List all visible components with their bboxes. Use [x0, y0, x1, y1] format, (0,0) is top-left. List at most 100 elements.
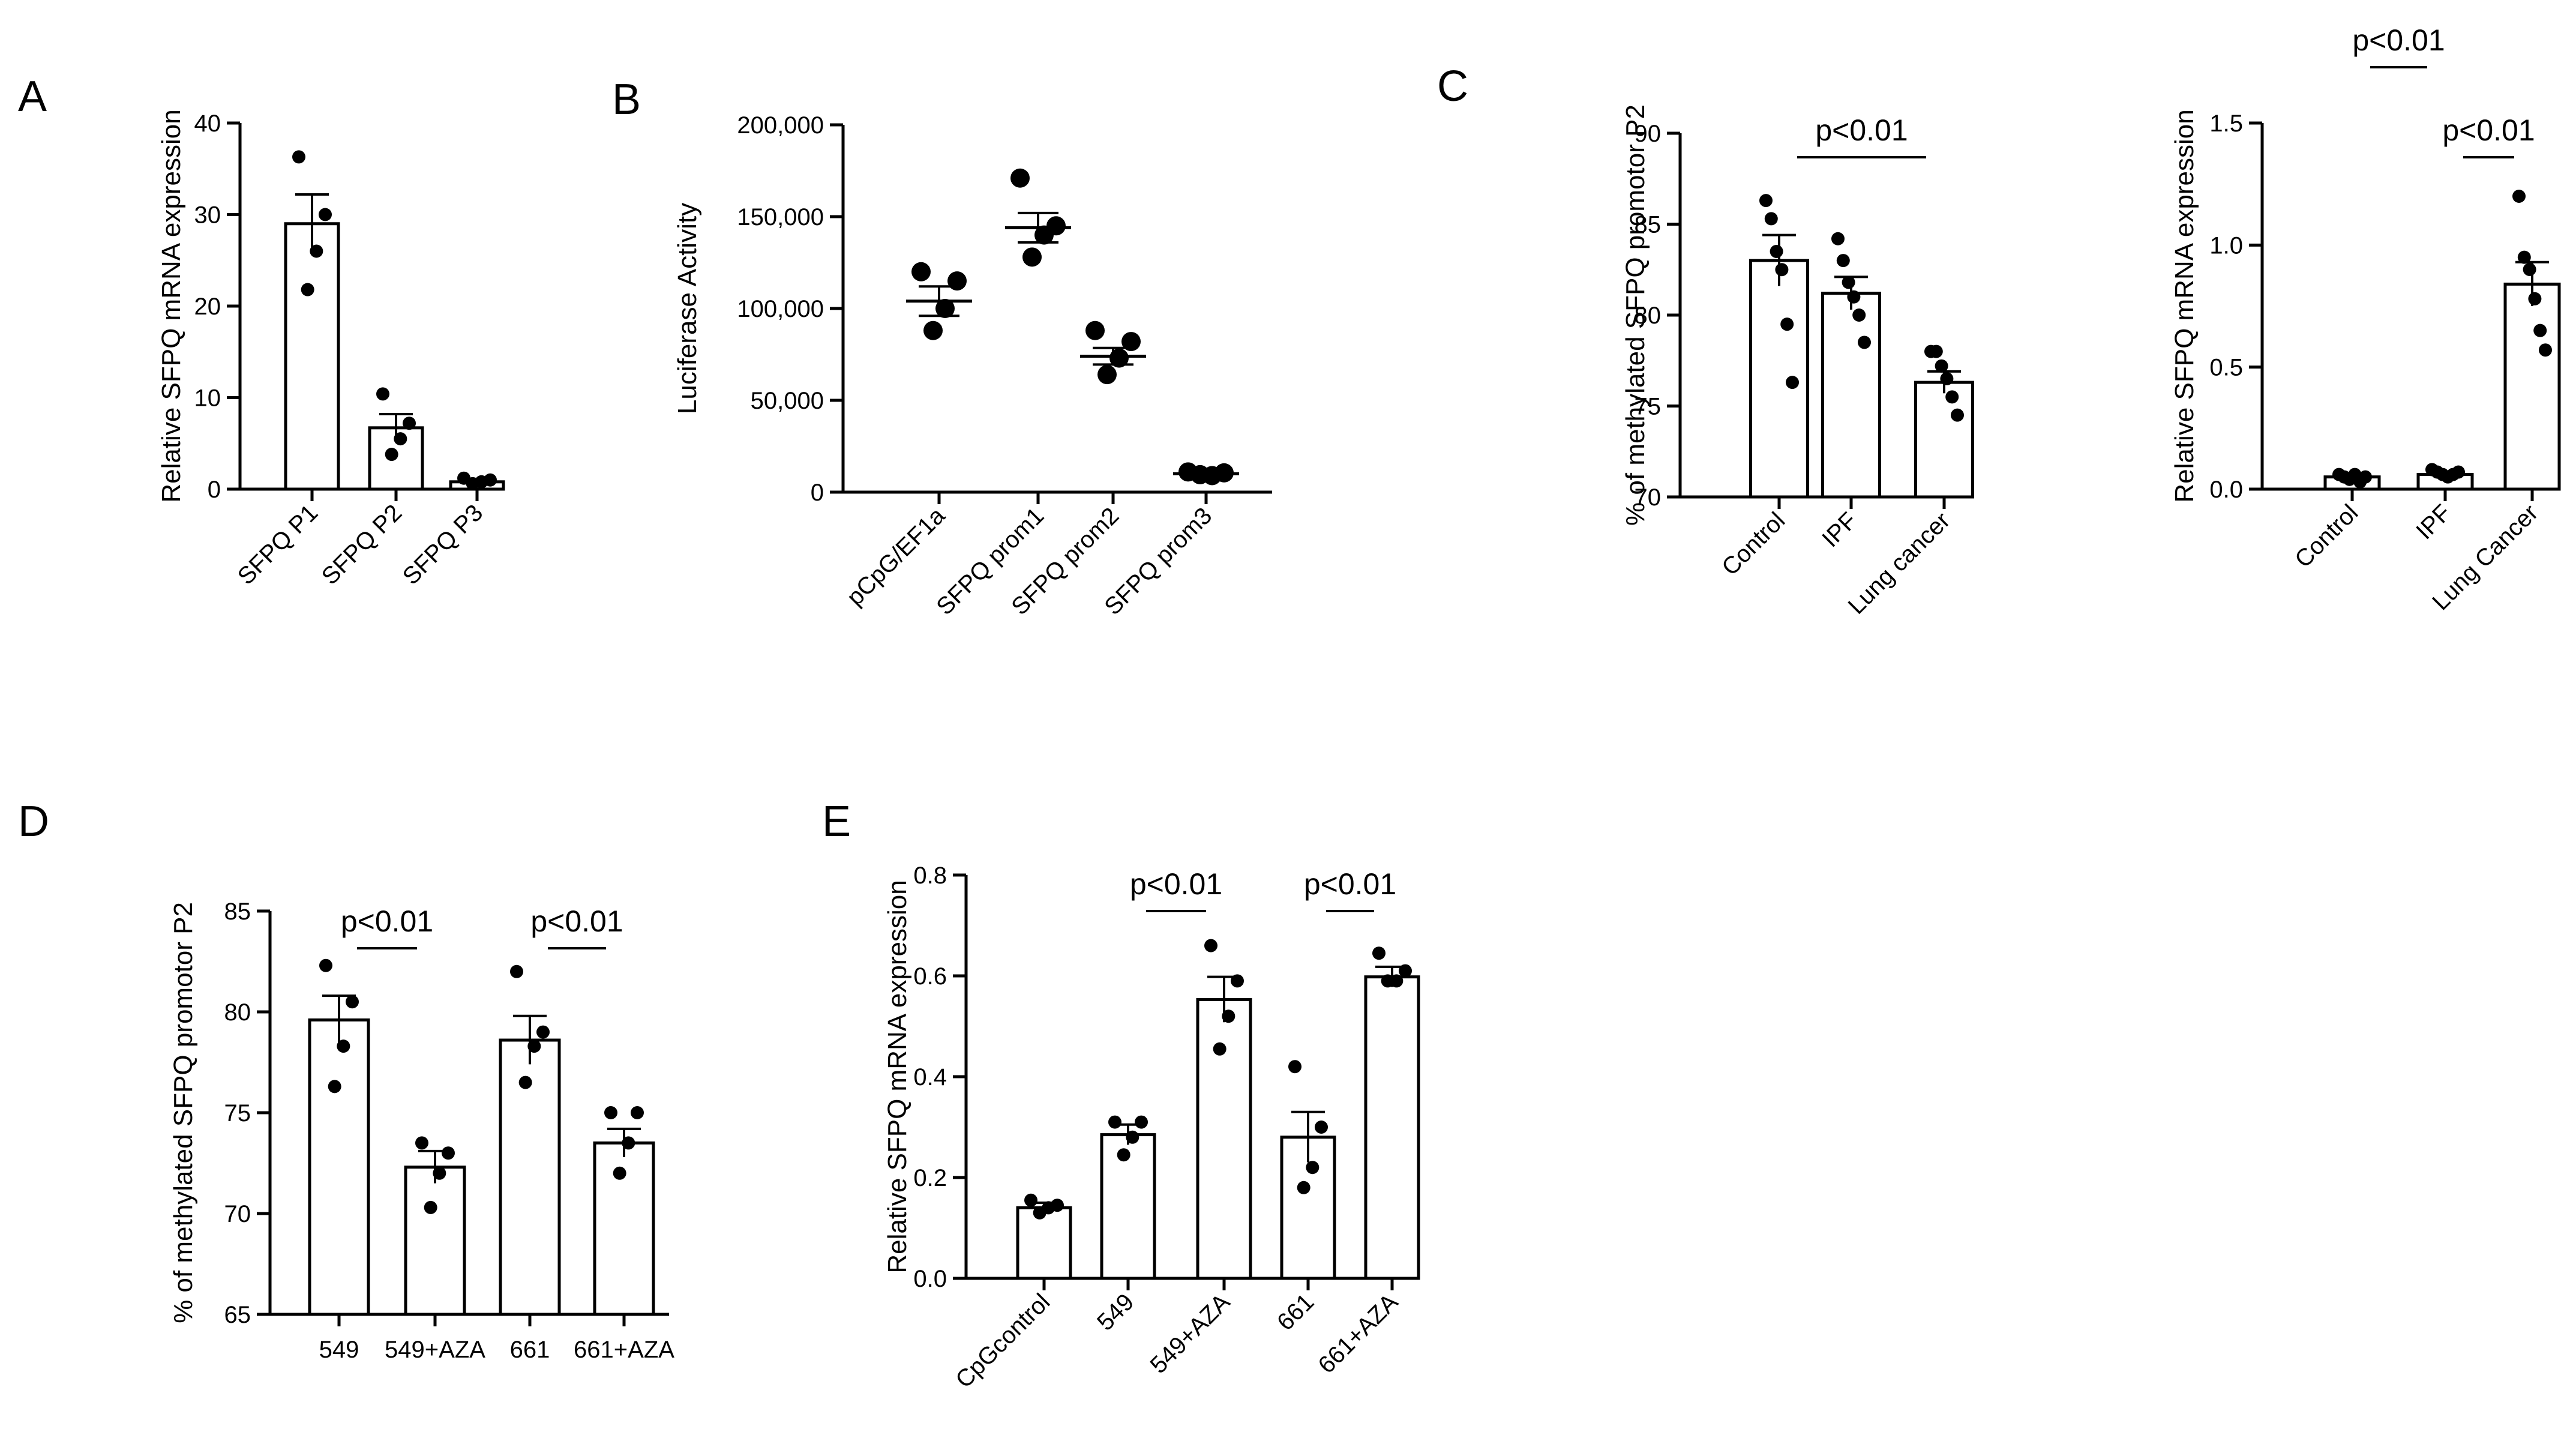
- panel-d-bar: [404, 1166, 466, 1316]
- panel-a-y-tick-label: 20: [194, 293, 221, 320]
- panel-d-y-tick-label: 85: [224, 898, 251, 925]
- panel-e-y-tick-label: 0.4: [913, 1064, 947, 1091]
- panel-label-e: E: [822, 798, 851, 846]
- panel-c-data-point: [1929, 344, 1943, 358]
- panel-e-data-point: [1315, 1121, 1328, 1134]
- panel-e-data-point: [1231, 974, 1244, 988]
- panel-a-data-point: [394, 432, 407, 446]
- panel-label-a: A: [18, 73, 47, 121]
- panel-b-data-point: [1085, 320, 1105, 340]
- panel-c-sig-label: p<0.01: [1815, 113, 1908, 147]
- panel-c-data-point: [1775, 263, 1789, 277]
- panel-c-data-point: [1831, 232, 1845, 245]
- panel-d-y-tick-label: 65: [224, 1302, 251, 1328]
- panel-label-d: D: [18, 798, 49, 846]
- panel-a-data-point: [403, 417, 416, 430]
- panel-c-data-point: [1935, 359, 1948, 373]
- panel-c-data-point: [1852, 308, 1866, 322]
- panel-e-data-point: [1213, 1042, 1226, 1056]
- panel-c2-bar: [2503, 282, 2561, 491]
- panel-a-category-label: SFPQ P2: [317, 499, 407, 590]
- panel-e-y-tick-label: 0.0: [913, 1266, 947, 1292]
- panel-label-b: B: [612, 76, 641, 124]
- panel-e-y-tick-label: 0.6: [913, 963, 947, 990]
- panel-b-data-point: [947, 271, 967, 291]
- panel-c-bar: [1914, 381, 1974, 499]
- panel-c-data-point: [1780, 317, 1794, 331]
- panel-a-y-axis-label: Relative SFPQ mRNA expression: [157, 109, 186, 502]
- panel-d-data-point: [415, 1136, 428, 1150]
- panel-b-y-tick-label: 200,000: [737, 112, 824, 139]
- panel-a-bar: [284, 222, 340, 491]
- panel-c2-data-point: [2523, 263, 2536, 276]
- panel-c-bar: [1749, 259, 1809, 499]
- panel-e-y-axis-label: Relative SFPQ mRNA expression: [883, 880, 912, 1273]
- panel-c2-sig-label: p<0.01: [2442, 113, 2535, 147]
- panel-d-data-point: [631, 1106, 644, 1119]
- panel-d-y-axis-label: % of methylated SFPQ promotor P2: [169, 902, 198, 1323]
- panel-c-category-label: IPF: [1817, 507, 1862, 552]
- panel-b-data-point: [1010, 168, 1030, 188]
- panel-b-data-point: [1109, 348, 1129, 368]
- panel-c2-y-axis-label: Relative SFPQ mRNA expression: [2170, 109, 2199, 502]
- panel-d-category-label: 661: [510, 1337, 550, 1363]
- panel-e-data-point: [1033, 1206, 1046, 1220]
- panel-e-data-point: [1126, 1130, 1139, 1144]
- panel-e-category-label: CpGcontrol: [950, 1289, 1055, 1393]
- panel-a-y-tick-label: 30: [194, 202, 221, 229]
- panel-c2-sig-label: p<0.01: [2352, 23, 2445, 57]
- panel-d-y-tick-label: 80: [224, 999, 251, 1026]
- panel-e-data-point: [1297, 1181, 1311, 1194]
- panel-c2-data-point: [2512, 190, 2526, 203]
- panel-a-data-point: [385, 448, 398, 462]
- panel-e-data-point: [1399, 964, 1412, 978]
- panel-d-data-point: [604, 1106, 617, 1119]
- panel-c-data-point: [1836, 254, 1850, 268]
- panel-e-category-label: 661: [1272, 1289, 1319, 1335]
- panel-d-data-point: [518, 1075, 532, 1089]
- panel-d-data-point: [424, 1200, 437, 1214]
- panel-e-data-point: [1306, 1161, 1320, 1175]
- panel-c2-data-point: [2359, 470, 2372, 484]
- panel-a-data-point: [466, 477, 479, 490]
- panel-c2-y-tick-label: 1.5: [2209, 110, 2243, 137]
- panel-e-data-point: [1222, 1009, 1235, 1023]
- panel-e-data-point: [1381, 974, 1395, 988]
- panel-a-data-point: [301, 283, 314, 296]
- panel-d-data-point: [622, 1136, 635, 1150]
- panel-c-data-point: [1847, 290, 1861, 304]
- panel-a-data-point: [292, 150, 305, 164]
- panel-d-data-point: [536, 1025, 550, 1039]
- panel-c-bar: [1821, 292, 1881, 499]
- panel-a-data-point: [310, 244, 323, 258]
- panel-b-data-point: [1034, 225, 1054, 245]
- panel-c-y-tick-label: 85: [1635, 212, 1662, 238]
- panel-d-data-point: [527, 1039, 541, 1053]
- panel-e-sig-label: p<0.01: [1130, 867, 1222, 901]
- panel-b-y-tick-label: 50,000: [751, 388, 824, 414]
- panel-c2-category-label: IPF: [2411, 499, 2456, 544]
- panel-c-data-point: [1786, 376, 1799, 390]
- panel-a-data-point: [376, 387, 389, 401]
- panel-e-category-label: 661+AZA: [1314, 1289, 1404, 1379]
- panel-c-y-axis-label: % of methylated SFPQ promotor P2: [1621, 104, 1650, 526]
- panel-c2-data-point: [2517, 250, 2531, 264]
- panel-b-y-tick-label: 0: [811, 480, 824, 506]
- panel-c2-y-tick-label: 0.5: [2209, 355, 2243, 381]
- panel-e-bar: [1364, 975, 1420, 1280]
- panel-d-sig-label: p<0.01: [341, 904, 433, 938]
- panel-c-data-point: [1770, 244, 1783, 258]
- panel-e-category-label: 549: [1092, 1289, 1139, 1335]
- panel-e-data-point: [1372, 946, 1386, 960]
- panel-c-data-point: [1945, 390, 1959, 404]
- panel-c2-y-tick-label: 1.0: [2209, 232, 2243, 259]
- panel-b-data-point: [923, 320, 943, 340]
- panel-b-y-tick-label: 150,000: [737, 204, 824, 230]
- panel-d-bar: [308, 1018, 370, 1316]
- panel-a-data-point: [319, 208, 332, 221]
- panel-d-y-tick-label: 75: [224, 1100, 251, 1127]
- panel-c2-data-point: [2539, 343, 2552, 357]
- panel-d-data-point: [319, 958, 332, 972]
- panel-e-bar: [1196, 997, 1252, 1280]
